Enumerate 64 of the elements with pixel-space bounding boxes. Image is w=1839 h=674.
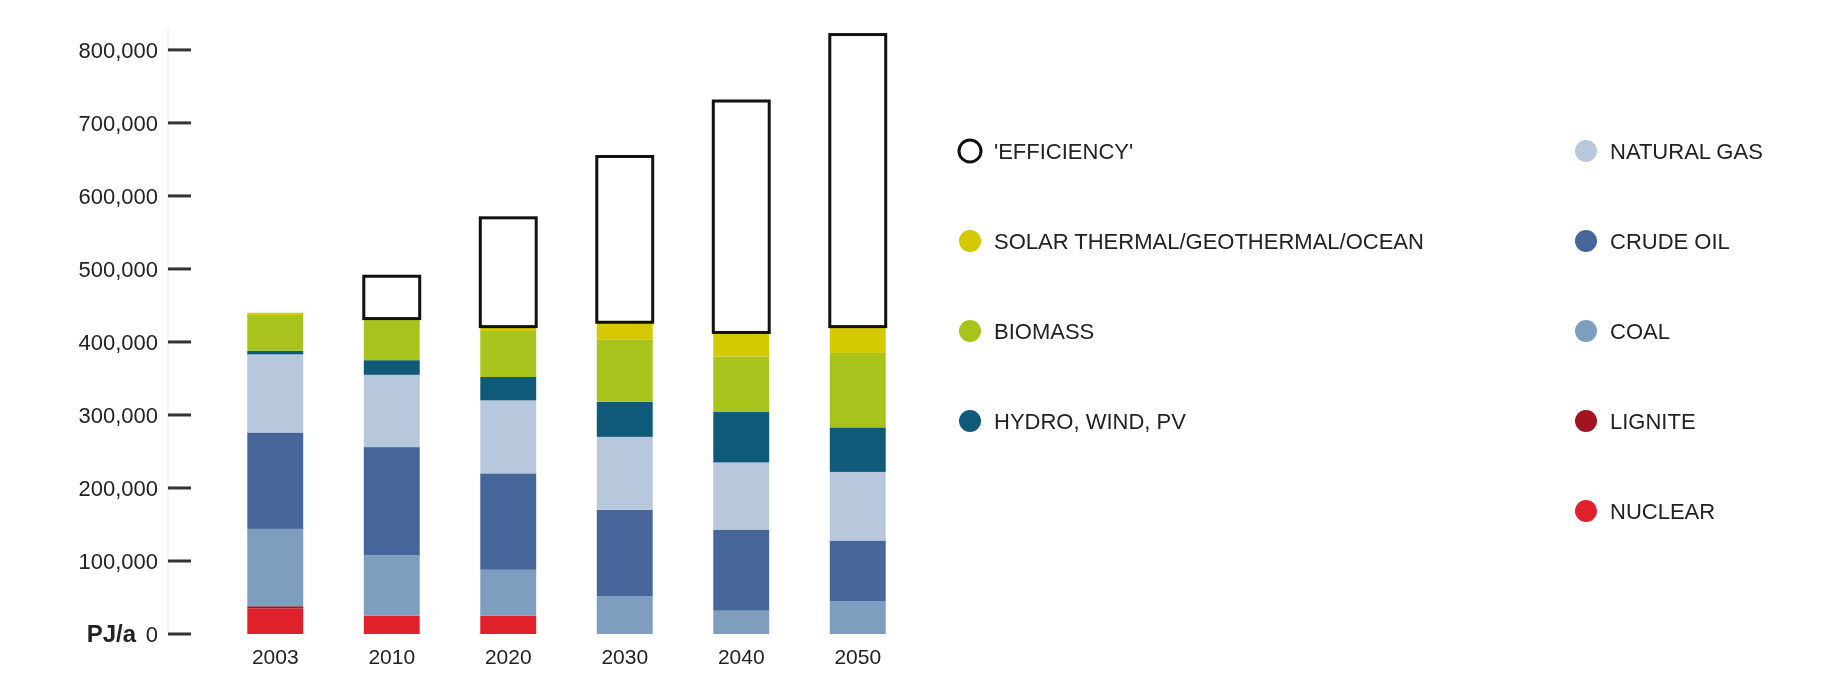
bar xyxy=(363,447,420,556)
bar xyxy=(247,606,304,609)
bar xyxy=(829,471,886,541)
legend-label: CRUDE OIL xyxy=(1610,228,1730,254)
bar xyxy=(363,318,420,361)
legend-label: COAL xyxy=(1610,318,1670,344)
bar xyxy=(480,615,537,634)
legend-label: LIGNITE xyxy=(1610,408,1696,434)
legend-label: NATURAL GAS xyxy=(1610,138,1763,164)
y-tick-label: 300,000 xyxy=(78,402,158,428)
bar xyxy=(247,432,304,529)
y-tick-label: 600,000 xyxy=(78,183,158,209)
y-tick-label: 800,000 xyxy=(78,37,158,63)
legend-label: BIOMASS xyxy=(994,318,1095,344)
bar xyxy=(829,427,886,472)
bar xyxy=(595,155,655,324)
bar xyxy=(363,374,420,448)
bar xyxy=(829,540,886,602)
bar xyxy=(596,339,653,402)
y-tick-label: 0 xyxy=(145,621,158,647)
bar xyxy=(480,473,537,570)
x-tick-label: 2003 xyxy=(251,645,299,668)
y-tick-label: 400,000 xyxy=(78,329,158,355)
bar xyxy=(247,314,304,351)
y-tick-label: 700,000 xyxy=(78,110,158,136)
bar xyxy=(596,322,653,340)
bar xyxy=(829,352,886,428)
y-tick-label: 200,000 xyxy=(78,475,158,501)
x-tick-label: 2040 xyxy=(717,645,765,668)
bar xyxy=(713,529,770,611)
bar xyxy=(480,331,537,377)
bar xyxy=(363,360,420,375)
bar xyxy=(480,569,537,616)
legend-label: NUCLEAR xyxy=(1610,498,1716,524)
x-tick-label: 2020 xyxy=(484,645,532,668)
legend-label: SOLAR THERMAL/GEOTHERMAL/OCEAN xyxy=(994,228,1424,254)
x-tick-label: 2030 xyxy=(601,645,649,668)
bar xyxy=(247,312,304,315)
bar xyxy=(713,332,770,357)
y-tick-label: 500,000 xyxy=(78,256,158,282)
y-tick-label: 100,000 xyxy=(78,548,158,574)
bar xyxy=(596,596,653,634)
x-tick-label: 2010 xyxy=(368,645,416,668)
bar xyxy=(480,377,537,401)
bar xyxy=(363,615,420,634)
bar xyxy=(596,401,653,437)
bar xyxy=(713,412,770,463)
bar xyxy=(713,610,770,634)
bar xyxy=(829,326,886,353)
bar xyxy=(247,354,304,433)
bar xyxy=(363,555,420,616)
bar xyxy=(247,608,304,634)
legend-label: 'EFFICIENCY' xyxy=(994,138,1134,164)
bar xyxy=(596,509,653,597)
bar xyxy=(596,436,653,510)
bar xyxy=(713,462,770,530)
bar xyxy=(711,99,771,334)
y-axis-title: PJ/a xyxy=(86,620,137,648)
bar xyxy=(713,356,770,413)
legend-label: HYDRO, WIND, PV xyxy=(994,408,1187,434)
bar xyxy=(480,400,537,474)
bar xyxy=(829,601,886,634)
x-tick-label: 2050 xyxy=(834,645,882,668)
bar xyxy=(247,528,304,607)
